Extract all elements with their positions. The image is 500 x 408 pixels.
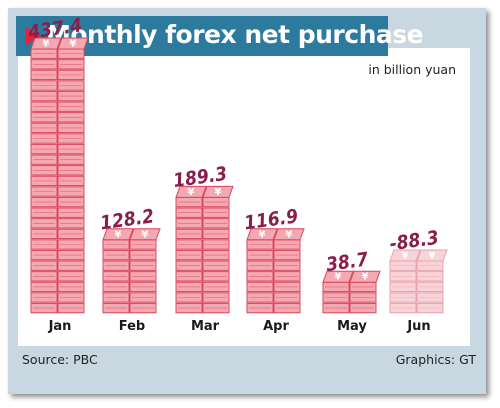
bar-jan: ¥ ¥	[30, 37, 89, 314]
month-label-apr: Apr	[263, 319, 289, 334]
graphics-credit: Graphics: GT	[395, 352, 476, 367]
title-bar: Monthly forex net purchase	[16, 16, 424, 56]
yuan-icon: ¥	[335, 272, 342, 283]
yuan-icon: ¥	[362, 272, 369, 283]
yuan-icon: ¥	[286, 229, 293, 240]
bar-feb: ¥ ¥	[102, 228, 161, 314]
month-label-feb: Feb	[119, 319, 145, 334]
yuan-icon: ¥	[215, 187, 222, 198]
month-label-may: May	[337, 319, 367, 334]
month-label-jan: Jan	[48, 319, 72, 334]
month-label-mar: Mar	[191, 319, 220, 334]
bar-may: ¥ ¥	[322, 270, 381, 314]
unit-label: in billion yuan	[368, 62, 456, 77]
yuan-icon: ¥	[429, 251, 436, 262]
yuan-icon: ¥	[142, 229, 149, 240]
bar-apr: ¥ ¥	[246, 228, 305, 314]
yuan-icon: ¥	[43, 39, 50, 50]
bar-jun: ¥ ¥	[389, 249, 448, 314]
bar-mar: ¥ ¥	[175, 185, 234, 314]
month-label-jun: Jun	[406, 319, 430, 334]
yuan-icon: ¥	[70, 39, 77, 50]
source-label: Source: PBC	[22, 352, 98, 367]
yuan-icon: ¥	[115, 229, 122, 240]
yuan-icon: ¥	[188, 187, 195, 198]
yuan-icon: ¥	[402, 251, 409, 262]
chart-title: Monthly forex net purchase	[46, 20, 424, 49]
yuan-icon: ¥	[259, 229, 266, 240]
